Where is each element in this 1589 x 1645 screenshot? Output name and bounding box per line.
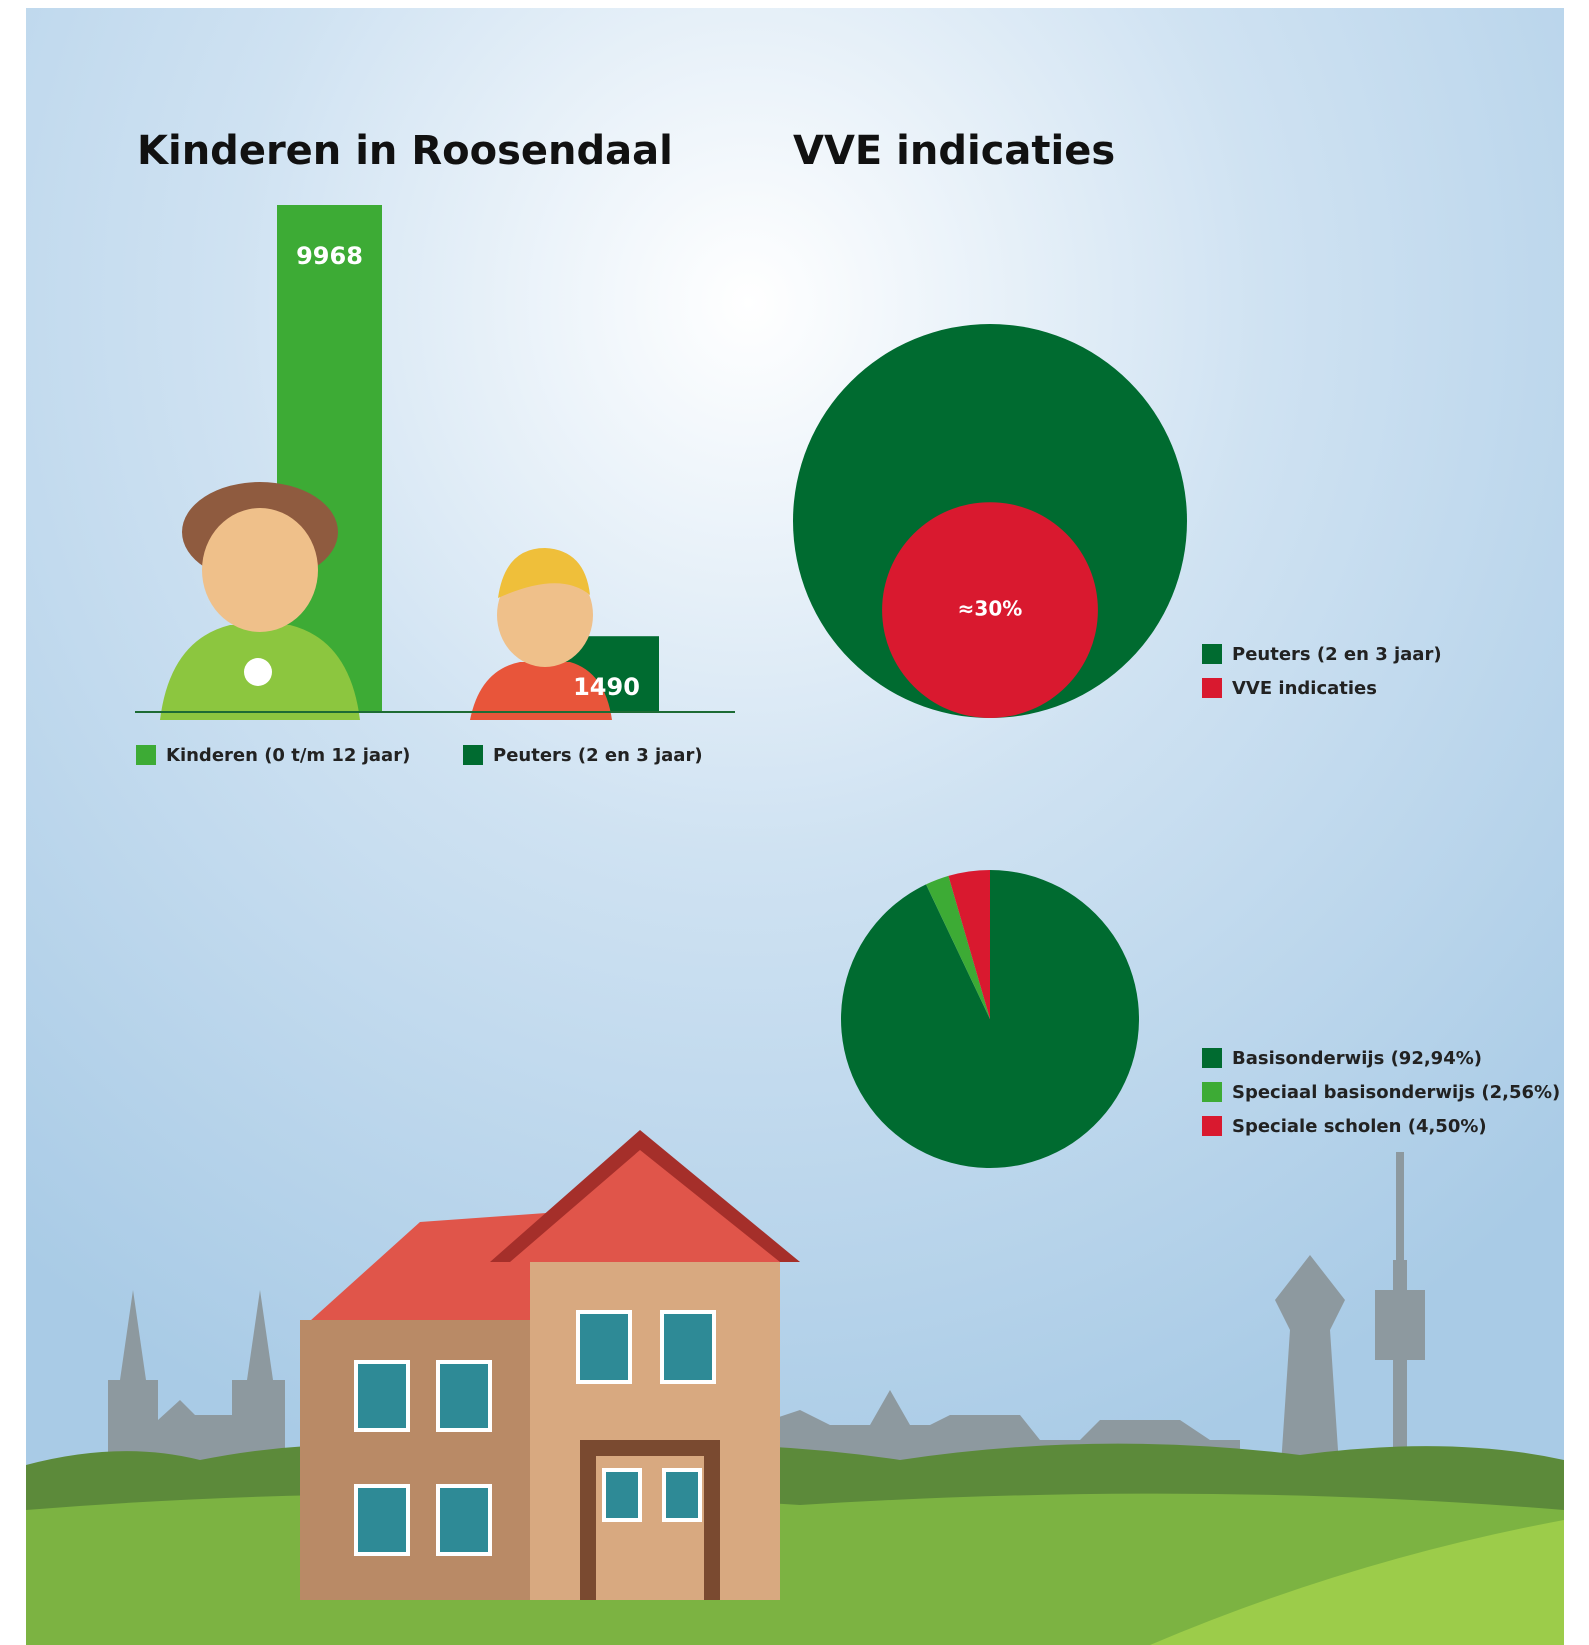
value-label: ≈30% xyxy=(958,597,1023,621)
legend-swatch xyxy=(1202,1082,1222,1102)
chart-title: VVE indicaties xyxy=(793,128,1115,174)
legend-label: Basisonderwijs (92,94%) xyxy=(1232,1048,1482,1069)
legend-swatch xyxy=(1202,1048,1222,1068)
bar-value-label: 1490 xyxy=(573,673,640,701)
legend-swatch xyxy=(1202,678,1222,698)
legend-swatch xyxy=(463,745,483,765)
bar-value-label: 9968 xyxy=(296,242,363,270)
legend-label: VVE indicaties xyxy=(1232,678,1377,699)
infographic: Kinderen in Roosendaal 9968 Kinderen (0 t/… xyxy=(0,0,1589,1645)
legend-label: Speciaal basisonderwijs (2,56%) xyxy=(1232,1082,1560,1103)
legend-swatch xyxy=(136,745,156,765)
legend-swatch xyxy=(1202,644,1222,664)
legend-swatch xyxy=(1202,1116,1222,1136)
legend-label: Speciale scholen (4,50%) xyxy=(1232,1116,1487,1137)
legend-label: Peuters (2 en 3 jaar) xyxy=(1232,644,1442,665)
legend-label: Peuters (2 en 3 jaar) xyxy=(493,745,703,766)
legend-label: Kinderen (0 t/m 12 jaar) xyxy=(166,745,410,766)
page: {"chart_data": [ {"type": "bar", "title"… xyxy=(0,0,1589,1645)
chart-title: Kinderen in Roosendaal xyxy=(137,128,673,174)
